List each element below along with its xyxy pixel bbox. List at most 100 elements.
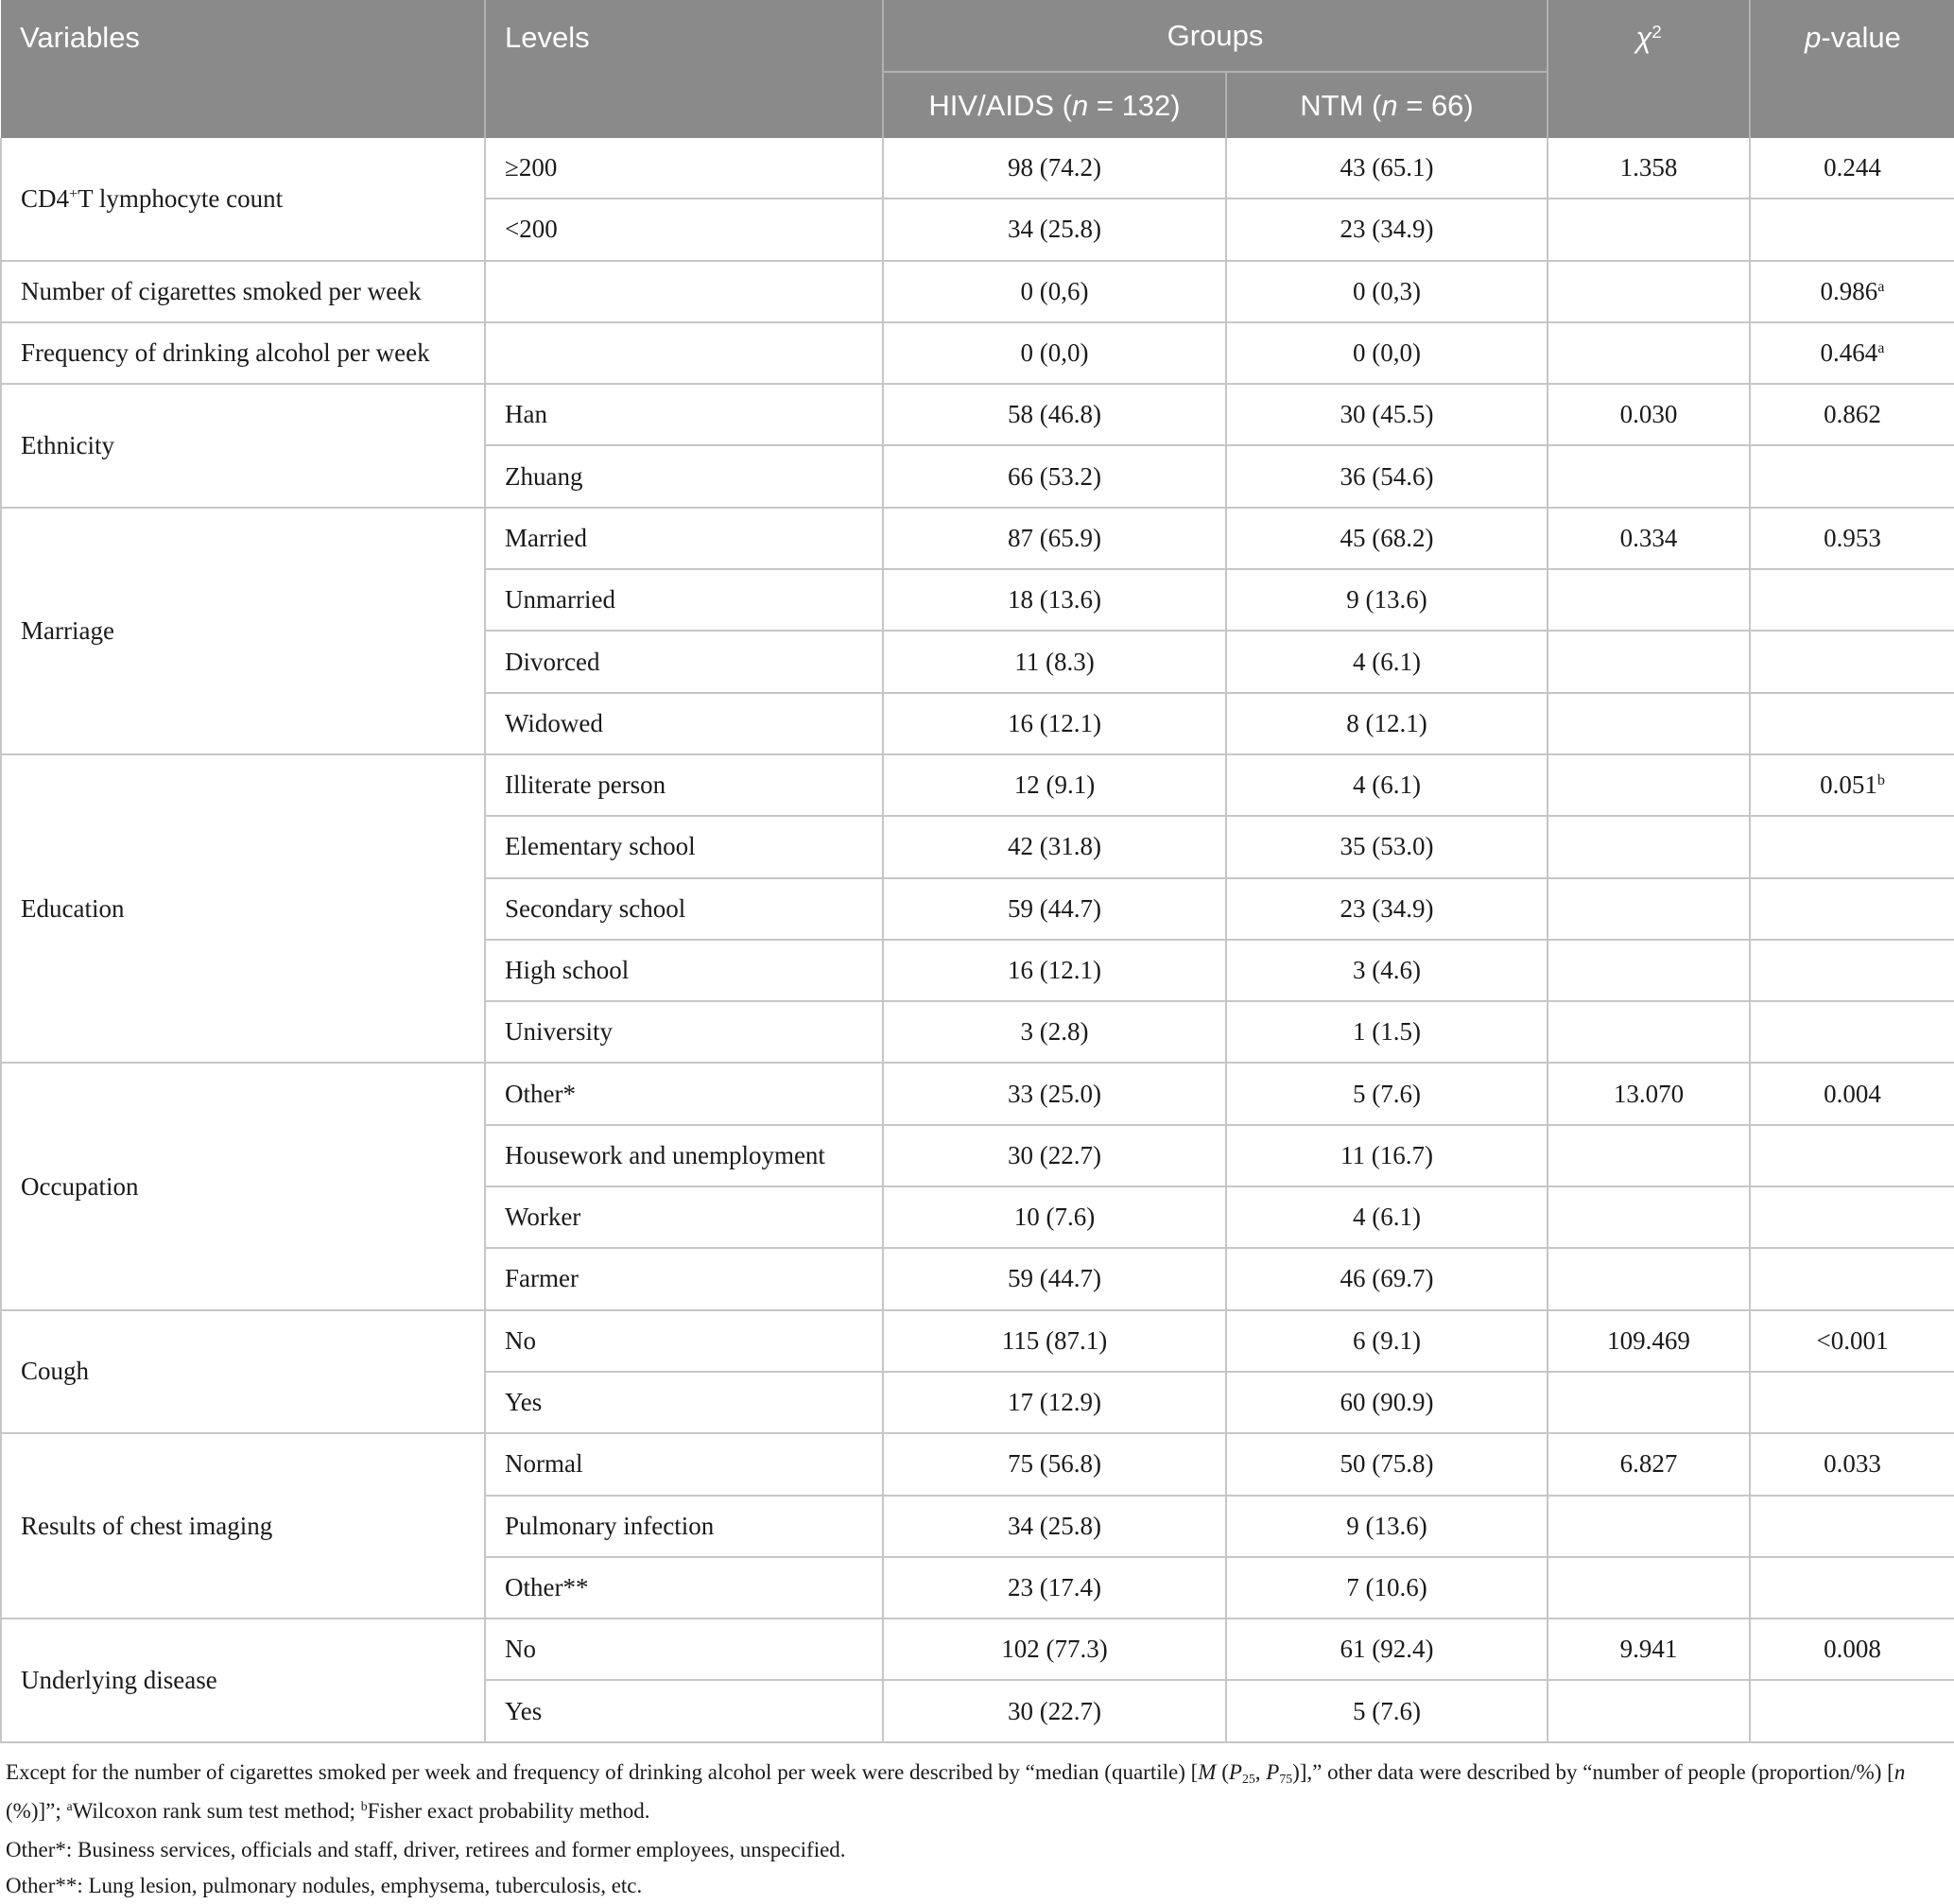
variable-cell: Marriage: [0, 506, 486, 755]
p-value-cell: [1749, 444, 1954, 509]
level-cell: Secondary school: [484, 876, 884, 941]
chi-square-cell: 109.469: [1547, 1308, 1752, 1373]
chi-square-cell: [1547, 1494, 1752, 1558]
ntm-value-cell: 0 (0,0): [1224, 320, 1549, 386]
chi-square-cell: [1547, 815, 1752, 879]
p-value-cell: [1749, 1494, 1954, 1558]
table-row: Secondary school 59 (44.7) 23 (34.9): [1, 876, 1954, 941]
level-cell: University: [484, 1000, 884, 1065]
chi-square-cell: [1547, 320, 1752, 386]
hiv-aids-value-cell: 87 (65.9): [882, 506, 1227, 571]
baseline-characteristics-table: Variables Levels Groups χ2 p-value HIV/A…: [0, 0, 1954, 1743]
level-cell: Other*: [484, 1062, 884, 1126]
p-value-cell: [1749, 198, 1954, 262]
p-value-cell: 0.033: [1749, 1432, 1954, 1497]
ntm-value-cell: 9 (13.6): [1224, 1494, 1549, 1558]
table-row: Marriage Married 87 (65.9) 45 (68.2) 0.334 0.…: [0, 506, 1954, 755]
table-row: Zhuang 66 (53.2) 36 (54.6): [1, 444, 1954, 509]
table-row: <200 34 (25.8) 23 (34.9): [1, 198, 1954, 262]
ntm-value-cell: 5 (7.6): [1224, 1062, 1549, 1126]
hiv-aids-value-cell: 12 (9.1): [882, 753, 1227, 818]
column-header-groups: Groups: [881, 0, 1548, 73]
p-value-cell: 0.464a: [1749, 320, 1954, 386]
table-row: Housework and unemployment 30 (22.7) 11 (1…: [1, 1123, 1954, 1188]
ntm-value-cell: 36 (54.6): [1224, 444, 1549, 509]
level-cell: ≥200: [484, 138, 884, 200]
table-row: Other** 23 (17.4) 7 (10.6): [1, 1555, 1954, 1620]
column-header-ntm-group: NTM (n = 66): [1224, 72, 1548, 138]
chi-square-cell: [1547, 691, 1752, 755]
level-cell: High school: [484, 938, 884, 1003]
header-row-subgroups: HIV/AIDS (n = 132) NTM (n = 66): [1, 72, 1954, 138]
column-header-hiv-aids-group: HIV/AIDS (n = 132): [882, 72, 1226, 138]
ntm-value-cell: 23 (34.9): [1224, 198, 1549, 262]
hiv-aids-value-cell: 0 (0,6): [882, 259, 1227, 323]
hiv-aids-value-cell: 98 (74.2): [882, 138, 1227, 200]
p-value-cell: [1749, 691, 1954, 755]
variable-cell: CD4+T lymphocyte count: [0, 138, 486, 262]
ntm-value-cell: 5 (7.6): [1224, 1679, 1549, 1743]
level-cell: Pulmonary infection: [484, 1494, 884, 1558]
ntm-value-cell: 1 (1.5): [1224, 1000, 1549, 1065]
ntm-value-cell: 6 (9.1): [1224, 1308, 1549, 1373]
p-value-cell: 0.244: [1749, 138, 1954, 200]
level-cell: Elementary school: [484, 815, 884, 879]
column-header-chi-square: χ2: [1547, 0, 1751, 138]
p-value-cell: [1749, 1186, 1954, 1250]
hiv-aids-value-cell: 33 (25.0): [882, 1062, 1227, 1126]
level-cell: <200: [484, 198, 884, 262]
table-row: Yes 30 (22.7) 5 (7.6): [1, 1679, 1954, 1743]
ntm-value-cell: 35 (53.0): [1224, 815, 1549, 879]
level-cell: No: [484, 1308, 884, 1373]
ntm-value-cell: 30 (45.5): [1224, 383, 1549, 447]
hiv-aids-value-cell: 10 (7.6): [882, 1186, 1227, 1250]
table-footnotes: Except for the number of cigarettes smok…: [0, 1743, 1954, 1904]
chi-square-cell: 6.827: [1547, 1432, 1752, 1497]
chi-square-cell: [1547, 1123, 1752, 1188]
table-row: Widowed 16 (12.1) 8 (12.1): [1, 691, 1954, 755]
level-cell: Normal: [484, 1432, 884, 1497]
table-body: CD4+T lymphocyte count ≥200 98 (74.2) 43 (6…: [0, 138, 1954, 1743]
header-row-top: Variables Levels Groups χ2 p-value: [1, 0, 1954, 138]
ntm-value-cell: 60 (90.9): [1224, 1370, 1549, 1435]
level-cell: Han: [484, 383, 884, 447]
level-cell: Married: [484, 506, 884, 571]
ntm-value-cell: 3 (4.6): [1224, 938, 1549, 1003]
level-cell: [484, 259, 884, 323]
ntm-value-cell: 11 (16.7): [1224, 1123, 1549, 1188]
hiv-aids-value-cell: 16 (12.1): [882, 691, 1227, 755]
p-value-cell: [1749, 876, 1954, 941]
level-cell: Widowed: [484, 691, 884, 755]
ntm-value-cell: 8 (12.1): [1224, 691, 1549, 755]
table-row: Occupation Other* 33 (25.0) 5 (7.6) 13.070 0.…: [0, 1062, 1954, 1311]
table-row: Pulmonary infection 34 (25.8) 9 (13.6): [1, 1494, 1954, 1558]
p-value-cell: [1749, 938, 1954, 1003]
ntm-value-cell: 50 (75.8): [1224, 1432, 1549, 1497]
hiv-aids-value-cell: 11 (8.3): [882, 630, 1227, 694]
level-cell: Yes: [484, 1679, 884, 1743]
p-value-cell: [1749, 1679, 1954, 1743]
hiv-aids-value-cell: 0 (0,0): [882, 320, 1227, 386]
p-value-cell: [1749, 815, 1954, 879]
footnote-other-double-asterisk: Other**: Lung lesion, pulmonary nodules,…: [6, 1873, 643, 1897]
p-value-cell: [1749, 1555, 1954, 1620]
ntm-value-cell: 45 (68.2): [1224, 506, 1549, 571]
chi-square-cell: 13.070: [1547, 1062, 1752, 1126]
level-cell: Farmer: [484, 1247, 884, 1311]
level-cell: Zhuang: [484, 444, 884, 509]
hiv-aids-value-cell: 58 (46.8): [882, 383, 1227, 447]
chi-square-cell: [1547, 938, 1752, 1003]
level-cell: Other**: [484, 1555, 884, 1620]
variable-cell: Results of chest imaging: [0, 1432, 486, 1620]
level-cell: [484, 320, 884, 386]
table-row: High school 16 (12.1) 3 (4.6): [1, 938, 1954, 1003]
hiv-aids-value-cell: 30 (22.7): [882, 1679, 1227, 1743]
variable-cell: Underlying disease: [0, 1618, 486, 1743]
hiv-aids-value-cell: 16 (12.1): [882, 938, 1227, 1003]
p-value-cell: [1749, 630, 1954, 694]
chi-square-cell: [1547, 1555, 1752, 1620]
hiv-aids-value-cell: 18 (13.6): [882, 568, 1227, 632]
p-value-cell: 0.986a: [1749, 259, 1954, 323]
chi-square-cell: [1547, 876, 1752, 941]
table-row: Results of chest imaging Normal 75 (56.8) 5…: [0, 1432, 1954, 1620]
